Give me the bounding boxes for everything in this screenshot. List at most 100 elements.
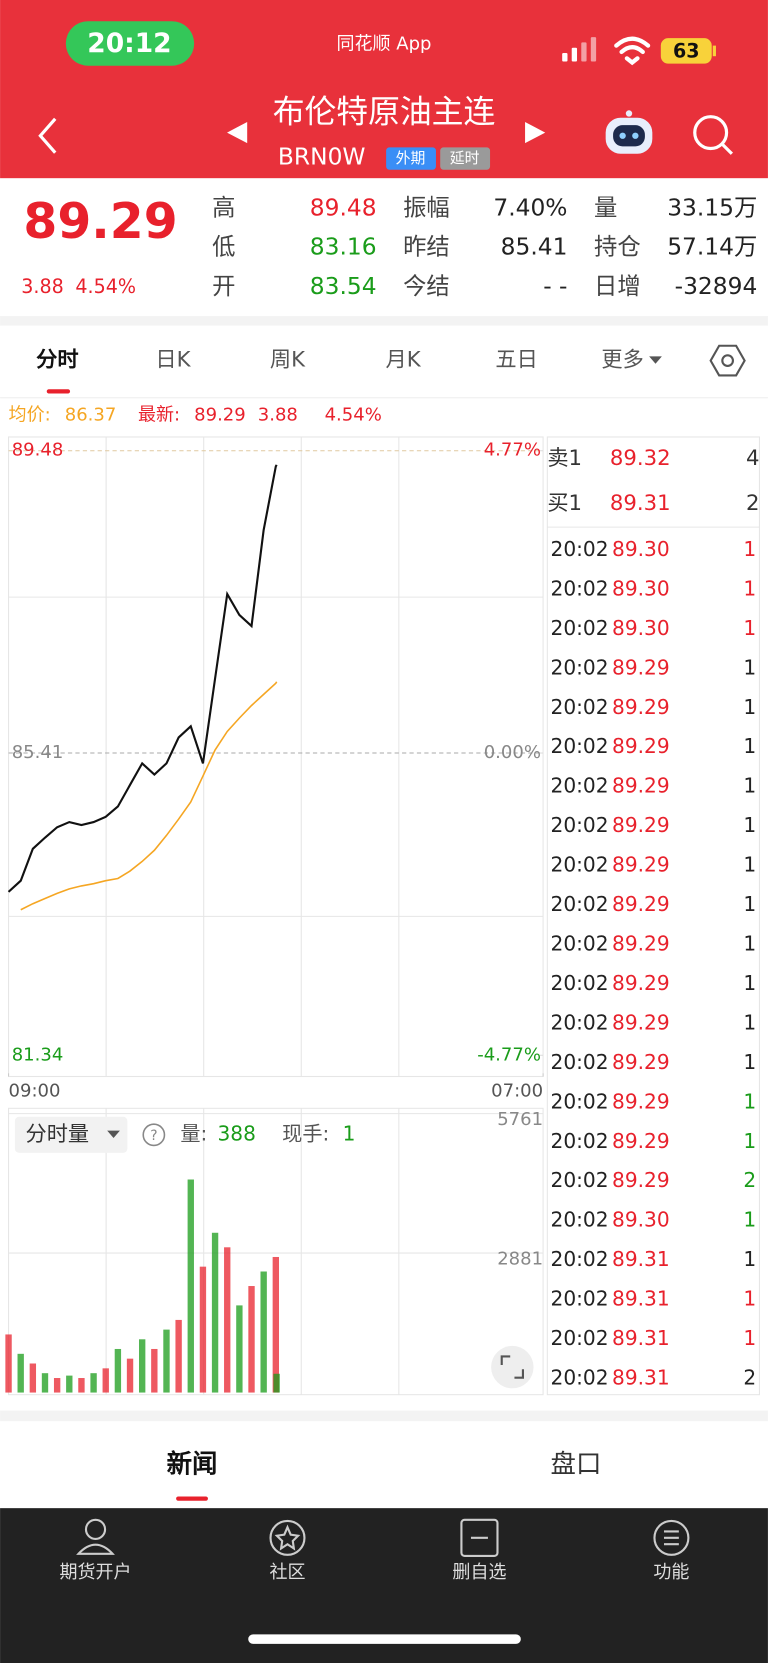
time-pill bbox=[65, 21, 195, 66]
trade-time: 20:02 bbox=[551, 813, 609, 837]
trade-time: 20:02 bbox=[551, 853, 609, 877]
trade-price: 89.30 bbox=[612, 1208, 670, 1232]
separator bbox=[0, 1410, 768, 1422]
volume-bar bbox=[114, 1348, 122, 1393]
chart-tab[interactable]: 月K bbox=[386, 348, 422, 373]
x-tick-label: 07:00 bbox=[491, 1080, 543, 1101]
nav-icons bbox=[76, 1518, 690, 1557]
chart-tab[interactable]: 日K bbox=[155, 348, 191, 373]
trade-qty: 1 bbox=[743, 853, 756, 877]
volume-bar bbox=[17, 1353, 24, 1393]
volume-bar bbox=[41, 1373, 49, 1393]
stat-value: 89.48 bbox=[310, 193, 377, 221]
trade-time: 20:02 bbox=[551, 1050, 609, 1074]
trade-price: 89.30 bbox=[612, 616, 670, 640]
tag-bg bbox=[440, 147, 491, 170]
stat-value: 57.14万 bbox=[667, 233, 757, 261]
stat-label: 昨结 bbox=[403, 233, 450, 261]
book-price: 89.31 bbox=[610, 491, 671, 516]
y-tick-label: 2881 bbox=[497, 1248, 543, 1269]
expand-button[interactable] bbox=[491, 1345, 534, 1389]
prev-contract[interactable] bbox=[227, 121, 248, 144]
nav-item[interactable]: 功能 bbox=[653, 1562, 689, 1583]
settings-button[interactable] bbox=[709, 344, 746, 377]
trade-time: 20:02 bbox=[551, 1365, 609, 1389]
trade-time: 20:02 bbox=[551, 1089, 609, 1113]
expand-icon bbox=[500, 1355, 524, 1379]
chart-tab[interactable]: 周K bbox=[270, 348, 306, 373]
stat-label: 日增 bbox=[594, 272, 641, 300]
chart-tab[interactable]: 五日 bbox=[495, 348, 537, 373]
last-label: 最新: bbox=[138, 405, 180, 426]
stat-label: 量 bbox=[594, 193, 617, 221]
trade-price: 89.31 bbox=[612, 1365, 670, 1389]
robot-button[interactable] bbox=[605, 110, 653, 154]
trade-time: 20:02 bbox=[551, 931, 609, 955]
stat-label: 开 bbox=[212, 272, 235, 300]
trade-price: 89.29 bbox=[612, 734, 670, 758]
volume-bar bbox=[90, 1373, 97, 1393]
tag-bg bbox=[386, 147, 436, 170]
help-icon[interactable] bbox=[142, 1123, 166, 1147]
last-value: 89.29 bbox=[194, 405, 246, 426]
chart-tab[interactable]: 更多 bbox=[601, 348, 643, 373]
trade-qty: 1 bbox=[743, 931, 756, 955]
trade-qty: 1 bbox=[743, 576, 756, 600]
trade-price: 89.31 bbox=[612, 1326, 670, 1350]
trade-qty: 1 bbox=[743, 655, 756, 679]
search-button[interactable] bbox=[693, 115, 733, 155]
volume-bar bbox=[236, 1305, 243, 1393]
hand-value: 1 bbox=[343, 1121, 356, 1145]
tab-indicator bbox=[46, 389, 71, 394]
price-change: 3.88 bbox=[21, 275, 63, 298]
trade-qty: 1 bbox=[743, 695, 756, 719]
book-price: 89.32 bbox=[610, 446, 671, 471]
wifi-icon bbox=[614, 36, 651, 66]
battery-icon bbox=[660, 38, 712, 64]
nav-item[interactable]: 期货开户 bbox=[59, 1562, 131, 1583]
next-contract[interactable] bbox=[525, 121, 546, 144]
chart-frame bbox=[8, 436, 760, 1396]
trade-qty: 2 bbox=[743, 1168, 756, 1192]
battery-tip bbox=[712, 45, 716, 57]
volume-label: 量: bbox=[180, 1121, 207, 1145]
back-button[interactable] bbox=[38, 117, 57, 154]
trade-price: 89.29 bbox=[612, 695, 670, 719]
volume-bar bbox=[224, 1247, 231, 1393]
y-tick-label: 5761 bbox=[497, 1109, 543, 1130]
trade-time: 20:02 bbox=[551, 695, 609, 719]
volume-bar bbox=[175, 1319, 182, 1393]
volume-bar bbox=[272, 1256, 280, 1393]
stat-label: 今结 bbox=[403, 272, 450, 300]
price-change-pct: 4.54% bbox=[75, 275, 136, 298]
volume-bar bbox=[248, 1286, 255, 1393]
trade-price: 89.30 bbox=[612, 576, 670, 600]
trade-time: 20:02 bbox=[551, 1129, 609, 1153]
y2-tick-label: -4.77% bbox=[477, 1044, 541, 1065]
last-price: 89.29 bbox=[23, 193, 177, 250]
trade-price: 89.31 bbox=[612, 1247, 670, 1271]
last-change: 3.88 bbox=[258, 405, 298, 426]
battery-level: 63 bbox=[673, 39, 700, 62]
stat-value: 83.16 bbox=[310, 233, 377, 261]
volume-bar bbox=[78, 1378, 85, 1393]
trade-qty: 1 bbox=[743, 1247, 756, 1271]
trade-qty: 1 bbox=[743, 1050, 756, 1074]
y2-tick-label: 0.00% bbox=[484, 742, 541, 763]
avg-line bbox=[20, 681, 278, 911]
bottom-tab[interactable]: 新闻 bbox=[167, 1450, 218, 1480]
nav-item[interactable]: 删自选 bbox=[452, 1562, 506, 1583]
separator bbox=[0, 316, 768, 326]
nav-item[interactable]: 社区 bbox=[269, 1562, 305, 1583]
volume-selector[interactable] bbox=[14, 1116, 128, 1153]
trade-price: 89.29 bbox=[612, 655, 670, 679]
avg-value: 86.37 bbox=[65, 405, 117, 426]
stat-value: - - bbox=[543, 272, 567, 300]
volume-bar bbox=[139, 1339, 146, 1393]
tag: 延时 bbox=[450, 150, 480, 167]
stat-label: 持仓 bbox=[594, 233, 641, 261]
volume-bar bbox=[126, 1358, 134, 1393]
bottom-tab[interactable]: 盘口 bbox=[551, 1450, 602, 1480]
chart-tab[interactable]: 分时 bbox=[36, 348, 78, 373]
trade-time: 20:02 bbox=[551, 734, 609, 758]
